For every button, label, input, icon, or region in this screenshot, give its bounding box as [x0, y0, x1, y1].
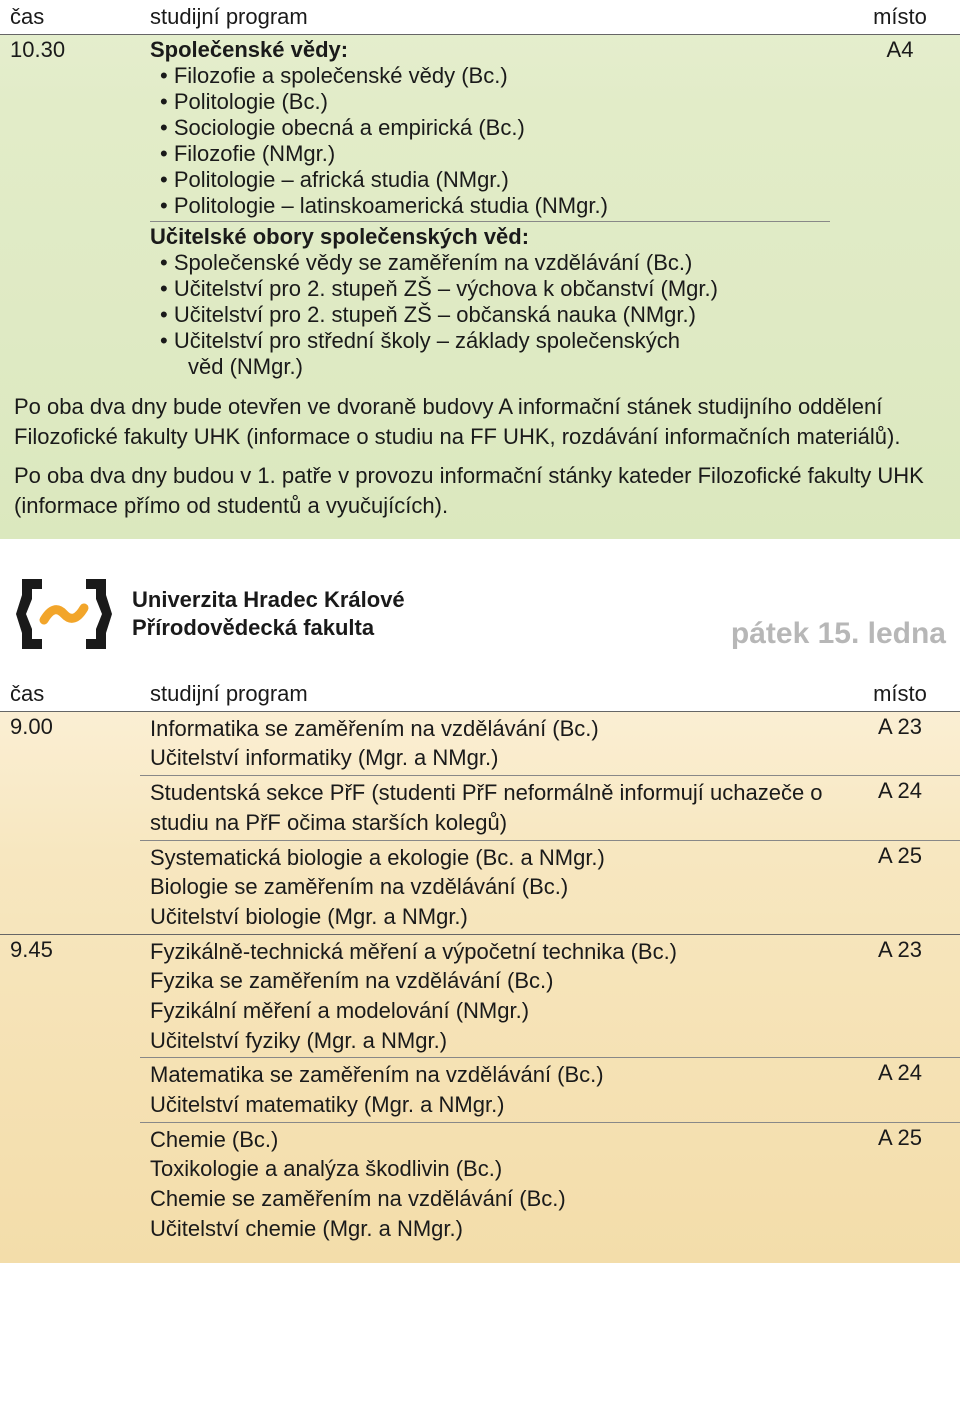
separator: [150, 221, 830, 222]
table-row: Systematická biologie a ekologie (Bc. a …: [0, 840, 960, 934]
faculty-logo-icon: [14, 575, 114, 653]
cell-time: [0, 840, 140, 934]
info-note: Po oba dva dny budou v 1. patře v provoz…: [0, 451, 960, 520]
list-item: Sociologie obecná a empirická (Bc.): [160, 115, 830, 141]
green-section: čas studijní program místo 10.30 Společe…: [0, 0, 960, 539]
group-title: Společenské vědy:: [150, 37, 830, 63]
cell-program: Systematická biologie a ekologie (Bc. a …: [140, 840, 840, 934]
list-item: Politologie – latinskoamerická studia (N…: [160, 193, 830, 219]
cell-program: Fyzikálně-technická měření a výpočetní t…: [140, 934, 840, 1058]
program-line: Učitelství chemie (Mgr. a NMgr.): [150, 1214, 830, 1244]
cell-program: Studentská sekce PřF (studenti PřF nefor…: [140, 776, 840, 840]
cell-time: 9.45: [0, 934, 140, 1058]
program-line: Fyzikální měření a modelování (NMgr.): [150, 996, 830, 1026]
program-line: Fyzika se zaměřením na vzdělávání (Bc.): [150, 966, 830, 996]
table-row: 10.30 Společenské vědy: Filozofie a spol…: [0, 35, 960, 383]
program-line: Systematická biologie a ekologie (Bc. a …: [150, 843, 830, 873]
bullet-list: Společenské vědy se zaměřením na vzděláv…: [150, 250, 830, 380]
cell-place: A 24: [840, 1058, 960, 1122]
program-line: Biologie se zaměřením na vzdělávání (Bc.…: [150, 872, 830, 902]
table-row: Chemie (Bc.)Toxikologie a analýza škodli…: [0, 1122, 960, 1245]
faculty-header: Univerzita Hradec Králové Přírodovědecká…: [0, 539, 960, 677]
list-item: věd (NMgr.): [160, 354, 830, 380]
list-item: Společenské vědy se zaměřením na vzděláv…: [160, 250, 830, 276]
cell-program: Chemie (Bc.)Toxikologie a analýza škodli…: [140, 1122, 840, 1245]
orange-schedule-table: čas studijní program místo 9.00 Informati…: [0, 677, 960, 1246]
header-place: místo: [840, 677, 960, 712]
faculty-name-line1: Univerzita Hradec Králové: [132, 586, 405, 614]
cell-place: A 24: [840, 776, 960, 840]
table-row: Matematika se zaměřením na vzdělávání (B…: [0, 1058, 960, 1122]
list-item: Učitelství pro 2. stupeň ZŠ – občanská n…: [160, 302, 830, 328]
program-line: Chemie (Bc.): [150, 1125, 830, 1155]
cell-place: A 23: [840, 934, 960, 1058]
program-line: Učitelství biologie (Mgr. a NMgr.): [150, 902, 830, 932]
program-line: Fyzikálně-technická měření a výpočetní t…: [150, 937, 830, 967]
bullet-list: Filozofie a společenské vědy (Bc.)Polito…: [150, 63, 830, 219]
cell-place: A 23: [840, 711, 960, 775]
program-line: Učitelství fyziky (Mgr. a NMgr.): [150, 1026, 830, 1056]
info-note: Po oba dva dny bude otevřen ve dvoraně b…: [0, 382, 960, 451]
header-program: studijní program: [140, 0, 840, 35]
table-row: Studentská sekce PřF (studenti PřF nefor…: [0, 776, 960, 840]
list-item: Filozofie a společenské vědy (Bc.): [160, 63, 830, 89]
cell-place: A4: [840, 35, 960, 383]
faculty-name-line2: Přírodovědecká fakulta: [132, 614, 405, 642]
table-row: 9.45 Fyzikálně-technická měření a výpočet…: [0, 934, 960, 1058]
list-item: Politologie – africká studia (NMgr.): [160, 167, 830, 193]
cell-program: Matematika se zaměřením na vzdělávání (B…: [140, 1058, 840, 1122]
cell-program: Společenské vědy: Filozofie a společensk…: [140, 35, 840, 383]
cell-time: 9.00: [0, 711, 140, 775]
list-item: Politologie (Bc.): [160, 89, 830, 115]
list-item: Filozofie (NMgr.): [160, 141, 830, 167]
cell-time: 10.30: [0, 35, 140, 383]
cell-place: A 25: [840, 840, 960, 934]
cell-program: Informatika se zaměřením na vzdělávání (…: [140, 711, 840, 775]
program-line: Informatika se zaměřením na vzdělávání (…: [150, 714, 830, 744]
green-schedule-table: čas studijní program místo 10.30 Společe…: [0, 0, 960, 382]
faculty-name: Univerzita Hradec Králové Přírodovědecká…: [132, 586, 405, 641]
program-line: Matematika se zaměřením na vzdělávání (B…: [150, 1060, 830, 1090]
cell-time: [0, 776, 140, 840]
table-row: 9.00 Informatika se zaměřením na vzdělává…: [0, 711, 960, 775]
header-place: místo: [840, 0, 960, 35]
list-item: Učitelství pro 2. stupeň ZŠ – výchova k …: [160, 276, 830, 302]
program-line: Učitelství matematiky (Mgr. a NMgr.): [150, 1090, 830, 1120]
program-line: Chemie se zaměřením na vzdělávání (Bc.): [150, 1184, 830, 1214]
list-item: Učitelství pro střední školy – základy s…: [160, 328, 830, 354]
cell-place: A 25: [840, 1122, 960, 1245]
orange-section: čas studijní program místo 9.00 Informati…: [0, 677, 960, 1264]
program-line: Učitelství informatiky (Mgr. a NMgr.): [150, 743, 830, 773]
cell-time: [0, 1058, 140, 1122]
header-time: čas: [0, 0, 140, 35]
cell-time: [0, 1122, 140, 1245]
header-program: studijní program: [140, 677, 840, 712]
group-title: Učitelské obory společenských věd:: [150, 224, 830, 250]
program-line: Toxikologie a analýza škodlivin (Bc.): [150, 1154, 830, 1184]
program-line: Studentská sekce PřF (studenti PřF nefor…: [150, 778, 830, 837]
faculty-date: pátek 15. ledna: [731, 617, 946, 653]
header-time: čas: [0, 677, 140, 712]
